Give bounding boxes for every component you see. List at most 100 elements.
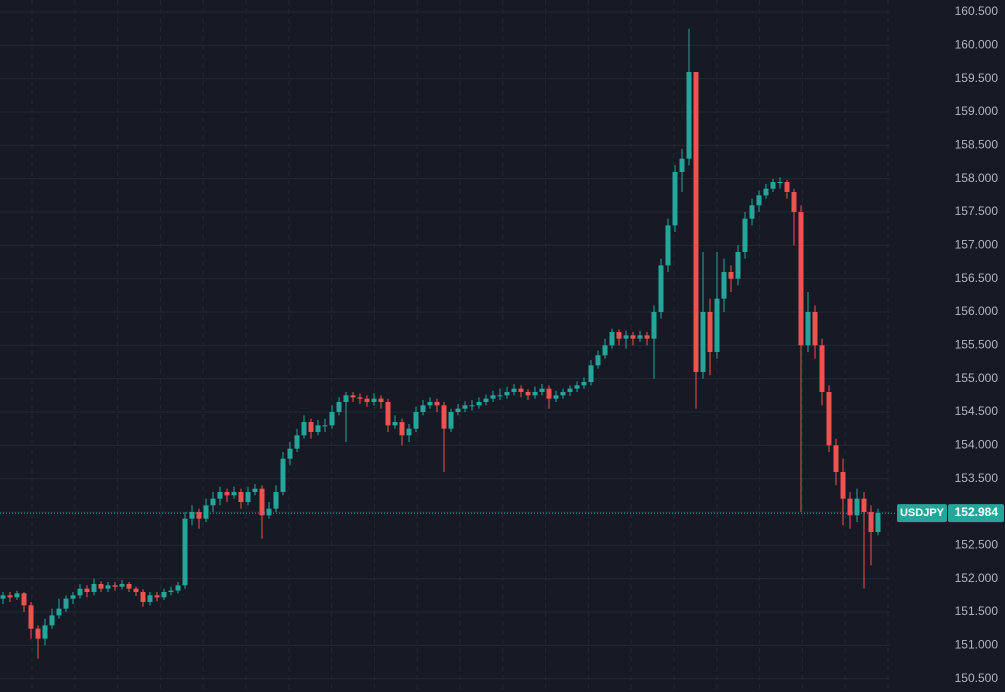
y-tick-label: 153.500 — [955, 471, 999, 485]
candle-body — [357, 397, 363, 399]
candle-wick — [800, 205, 802, 513]
price-label: 152.984 — [955, 505, 999, 519]
candle-body — [546, 388, 552, 399]
candle-wick — [471, 400, 473, 411]
candle-body — [91, 584, 97, 592]
candle-body — [14, 593, 20, 598]
y-tick-label: 155.000 — [955, 371, 999, 385]
candle-body — [343, 395, 349, 402]
y-tick-label: 151.000 — [955, 638, 999, 652]
candle-body — [231, 492, 237, 496]
candle-body — [574, 385, 580, 389]
price-tag — [948, 504, 1004, 523]
candle-wick — [730, 265, 732, 292]
candle-body — [588, 365, 594, 382]
candle-body — [868, 512, 874, 532]
candle-body — [350, 395, 356, 398]
candle-body — [7, 595, 13, 598]
candle-body — [721, 272, 727, 299]
y-tick-label: 152.500 — [955, 538, 999, 552]
candle-body — [105, 585, 111, 589]
candle-body — [315, 425, 321, 432]
candle-body — [427, 402, 433, 406]
candle-body — [406, 428, 412, 436]
candle-body — [336, 402, 342, 412]
candle-body — [791, 192, 797, 212]
y-tick-label: 156.500 — [955, 271, 999, 285]
candle-body — [308, 422, 314, 432]
candle-body — [623, 335, 629, 339]
candle-body — [413, 412, 419, 429]
candle-body — [497, 395, 503, 397]
candle-body — [182, 518, 188, 586]
candle-body — [833, 445, 839, 472]
candle-body — [651, 312, 657, 339]
candle-body — [189, 512, 195, 519]
candle-body — [147, 595, 153, 602]
candle-body — [168, 590, 174, 592]
candle-body — [728, 272, 734, 279]
y-tick-label: 160.000 — [955, 38, 999, 52]
y-tick-label: 156.000 — [955, 304, 999, 318]
candle-body — [749, 205, 755, 219]
candle-body — [385, 402, 391, 426]
candle-body — [602, 345, 608, 356]
candle-body — [252, 488, 258, 492]
y-tick-label: 157.500 — [955, 204, 999, 218]
candle-body — [672, 172, 678, 226]
y-tick-label: 158.000 — [955, 171, 999, 185]
y-tick-label: 154.000 — [955, 438, 999, 452]
candle-wick — [443, 402, 445, 472]
candle-body — [532, 392, 538, 396]
candle-body — [126, 584, 132, 589]
candle-body — [686, 72, 692, 159]
symbol-tag — [897, 504, 947, 523]
candle-body — [448, 412, 454, 429]
candle-body — [196, 512, 202, 519]
candle-body — [462, 405, 468, 409]
candle-body — [637, 335, 643, 339]
candle-body — [819, 345, 825, 392]
candle-body — [511, 388, 517, 392]
y-tick-label: 151.500 — [955, 604, 999, 618]
candle-body — [581, 382, 587, 386]
candle-body — [798, 212, 804, 346]
candle-body — [49, 615, 55, 626]
candle-body — [364, 398, 370, 402]
candle-body — [784, 182, 790, 192]
candle-body — [707, 312, 713, 352]
candle-body — [483, 398, 489, 402]
candle-body — [854, 498, 860, 516]
candle-body — [273, 492, 279, 509]
candle-body — [742, 218, 748, 252]
candle-body — [287, 448, 293, 459]
y-tick-label: 155.500 — [955, 338, 999, 352]
candle-body — [329, 412, 335, 426]
candle-body — [826, 392, 832, 446]
candle-body — [658, 265, 664, 312]
y-tick-label: 159.000 — [955, 104, 999, 118]
candle-body — [756, 195, 762, 206]
y-tick-label: 154.500 — [955, 404, 999, 418]
candle-body — [378, 398, 384, 402]
candle-body — [301, 422, 307, 436]
candle-body — [217, 492, 223, 499]
candle-body — [280, 458, 286, 492]
candle-body — [140, 592, 146, 602]
candle-body — [84, 588, 90, 592]
candle-body — [434, 402, 440, 406]
candle-body — [616, 332, 622, 339]
candle-body — [371, 398, 377, 402]
y-tick-label: 159.500 — [955, 71, 999, 85]
candle-body — [56, 608, 62, 616]
candle-body — [875, 513, 881, 532]
candle-body — [210, 498, 216, 506]
candle-body — [266, 508, 272, 516]
candle-body — [224, 492, 230, 496]
candle-body — [553, 395, 559, 399]
candle-body — [392, 422, 398, 426]
candle-body — [203, 505, 209, 519]
y-tick-label: 158.500 — [955, 138, 999, 152]
y-tick-label: 152.000 — [955, 571, 999, 585]
